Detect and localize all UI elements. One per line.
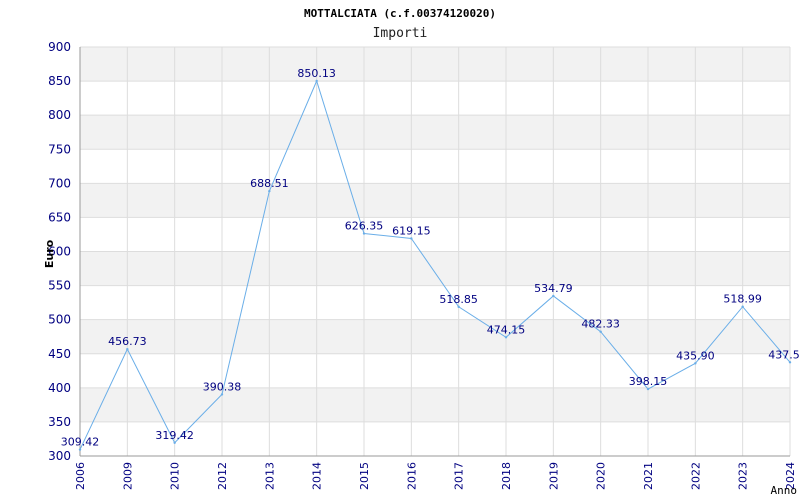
data-point (410, 237, 413, 240)
data-label: 626.35 (345, 220, 384, 233)
data-point (694, 362, 697, 365)
data-point (457, 305, 460, 309)
data-label: 518.99 (723, 293, 762, 306)
data-label: 456.73 (108, 335, 147, 348)
x-tick-label: 2014 (311, 462, 324, 490)
data-label: 435.90 (676, 349, 715, 362)
x-tick-label: 2010 (169, 462, 182, 490)
y-tick-label: 900 (48, 40, 71, 54)
data-label: 437.5 (768, 348, 800, 361)
data-label: 390.38 (203, 380, 242, 393)
y-tick-label: 450 (48, 347, 71, 361)
grid-band (80, 47, 790, 82)
y-tick-label: 300 (48, 449, 71, 463)
y-tick-label: 350 (48, 415, 71, 429)
chart-title: MOTTALCIATA (c.f.00374120020) (304, 7, 496, 20)
data-label: 534.79 (534, 282, 573, 295)
grid-band (80, 251, 790, 286)
data-point (268, 189, 271, 193)
grid-band (80, 387, 790, 422)
data-point (741, 305, 744, 308)
data-point (173, 441, 176, 444)
y-tick-label: 800 (48, 108, 71, 122)
data-point (315, 79, 318, 83)
x-tick-label: 2015 (358, 462, 371, 490)
data-point (646, 387, 650, 391)
data-point (788, 361, 792, 364)
x-tick-label: 2009 (121, 462, 134, 490)
y-tick-label: 600 (48, 245, 71, 259)
y-tick-label: 700 (48, 176, 71, 190)
x-tick-label: 2018 (500, 462, 513, 490)
grid-band (80, 115, 790, 150)
data-label: 688.51 (250, 177, 289, 190)
x-tick-label: 2013 (263, 462, 276, 490)
x-tick-label: 2022 (689, 462, 702, 490)
data-point (362, 232, 366, 235)
grid-lines (79, 46, 791, 457)
x-tick-label: 2006 (74, 462, 87, 490)
x-tick-label: 2017 (453, 462, 466, 490)
data-label: 619.15 (392, 224, 431, 237)
data-point (126, 347, 129, 351)
x-tick-label: 2012 (216, 462, 229, 490)
x-tick-label: 2020 (595, 462, 608, 490)
y-tick-label: 500 (48, 313, 71, 327)
x-axis-label: Anno (771, 484, 798, 497)
grid-band (80, 183, 790, 218)
x-tick-label: 2023 (737, 462, 750, 490)
data-point (552, 294, 555, 298)
data-label: 319.42 (155, 429, 194, 442)
data-label: 398.15 (629, 375, 668, 388)
data-label: 482.33 (581, 318, 620, 331)
data-point (599, 330, 602, 333)
data-label: 850.13 (297, 67, 336, 80)
x-axis-ticks: 2006 2009 2010 2012 2013 2014 2015 2016 2017 2018… (74, 462, 797, 490)
data-label: 518.85 (439, 293, 478, 306)
grid-band (80, 319, 790, 354)
x-tick-label: 2016 (405, 462, 418, 490)
y-tick-label: 400 (48, 381, 71, 395)
data-point (220, 393, 224, 396)
y-tick-label: 850 (48, 74, 71, 88)
y-tick-label: 750 (48, 142, 71, 156)
chart-subtitle: Importi (373, 26, 428, 41)
data-label: 309.42 (61, 436, 100, 449)
data-point (504, 336, 508, 339)
x-tick-label: 2024 (784, 462, 797, 490)
data-point (78, 448, 82, 451)
data-labels: 309.42 456.73 319.42 390.38 688.51 850.13 626.… (61, 67, 800, 449)
x-tick-label: 2019 (547, 462, 560, 490)
x-tick-label: 2021 (642, 462, 655, 490)
data-label: 474.15 (487, 323, 526, 336)
series-group (78, 79, 792, 451)
y-axis-label: Euro (43, 239, 56, 268)
y-tick-label: 650 (48, 210, 71, 224)
y-tick-label: 550 (48, 279, 71, 293)
y-axis-ticks: 300 350 400 450 500 550 600 650 700 750 800 850 900 (48, 40, 71, 463)
grid-bands (80, 47, 790, 422)
series-line (79, 79, 791, 450)
